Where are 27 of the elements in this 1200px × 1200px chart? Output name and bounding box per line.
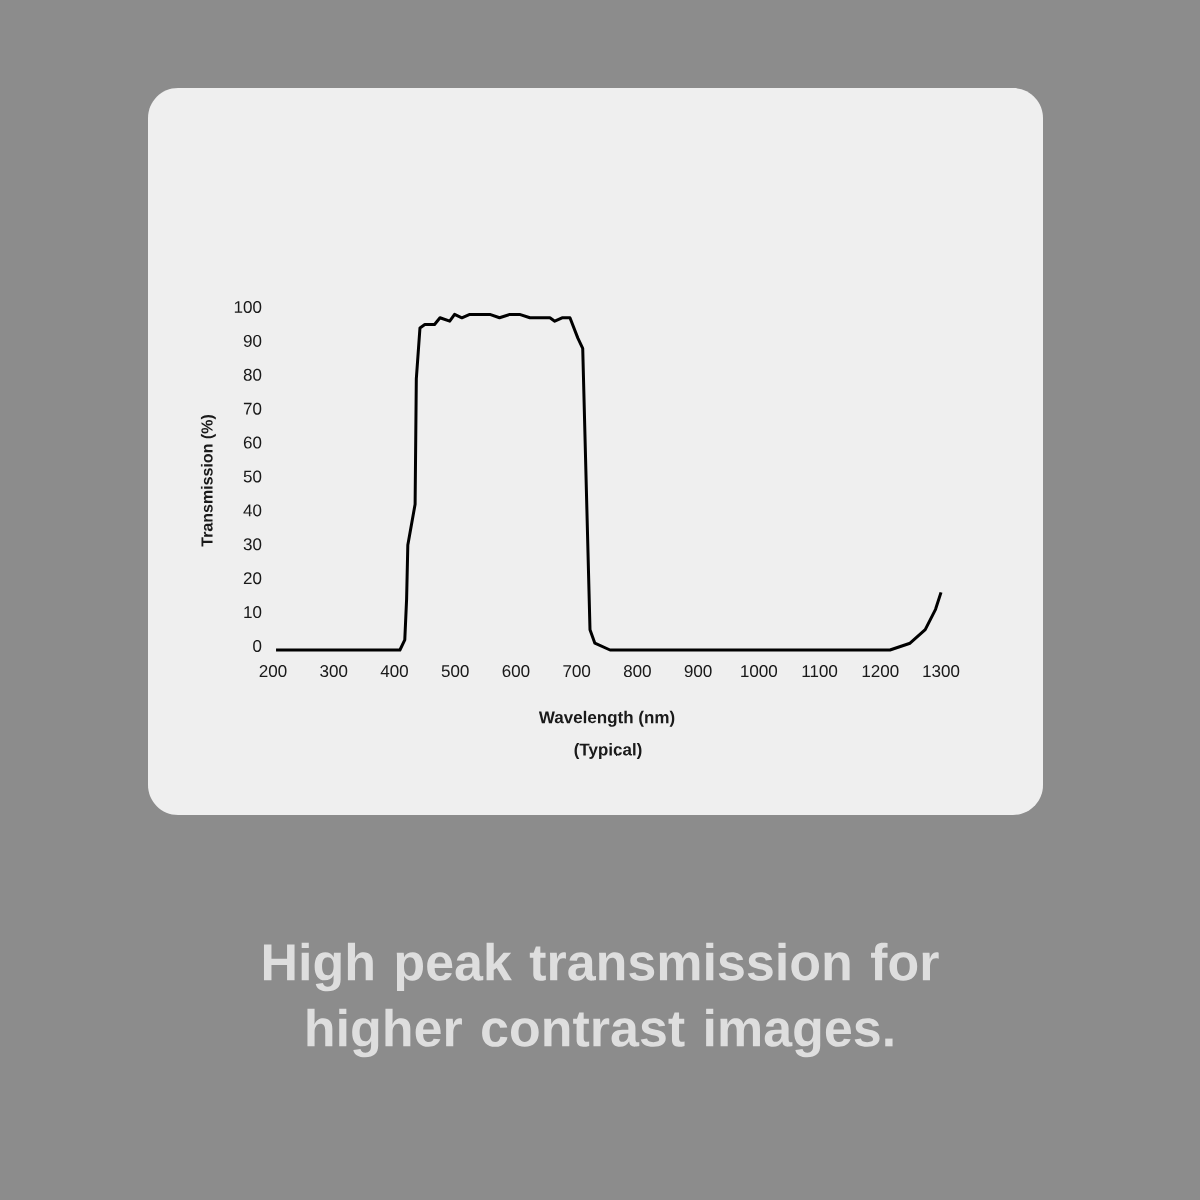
y-tick-label: 90	[243, 334, 262, 347]
x-tick-label: 600	[502, 665, 530, 678]
x-tick-label: 200	[259, 665, 287, 678]
x-tick-label: 400	[380, 665, 408, 678]
x-axis-title: Wavelength (nm)	[538, 710, 675, 727]
y-tick-label: 100	[234, 300, 262, 313]
x-tick-label: 300	[320, 665, 348, 678]
x-tick-label: 500	[441, 665, 469, 678]
y-tick-label: 30	[243, 538, 262, 551]
x-tick-label: 800	[623, 665, 651, 678]
x-tick-label: 700	[563, 665, 591, 678]
text: (Typical)	[574, 743, 642, 759]
x-tick-label: 1200	[862, 665, 899, 678]
y-tick-label: 40	[243, 504, 262, 517]
y-axis-title: Transmission (%)	[200, 415, 216, 547]
y-tick-label: 10	[244, 606, 262, 619]
y-tick-label: 20	[243, 572, 262, 585]
y-tick-label: 60	[243, 436, 262, 449]
x-tick-label: 900	[684, 665, 712, 678]
x-tick-label: 1000	[741, 665, 778, 678]
y-tick-label: 80	[243, 368, 262, 381]
text: High peak transmission for higher contrast images.	[263, 942, 939, 1058]
x-tick-label: 1100	[802, 665, 838, 678]
x-tick-label: 1300	[923, 665, 960, 678]
y-tick-label: 0	[253, 639, 262, 653]
y-tick-label: 70	[243, 402, 262, 415]
y-tick-label: 50	[243, 470, 262, 483]
